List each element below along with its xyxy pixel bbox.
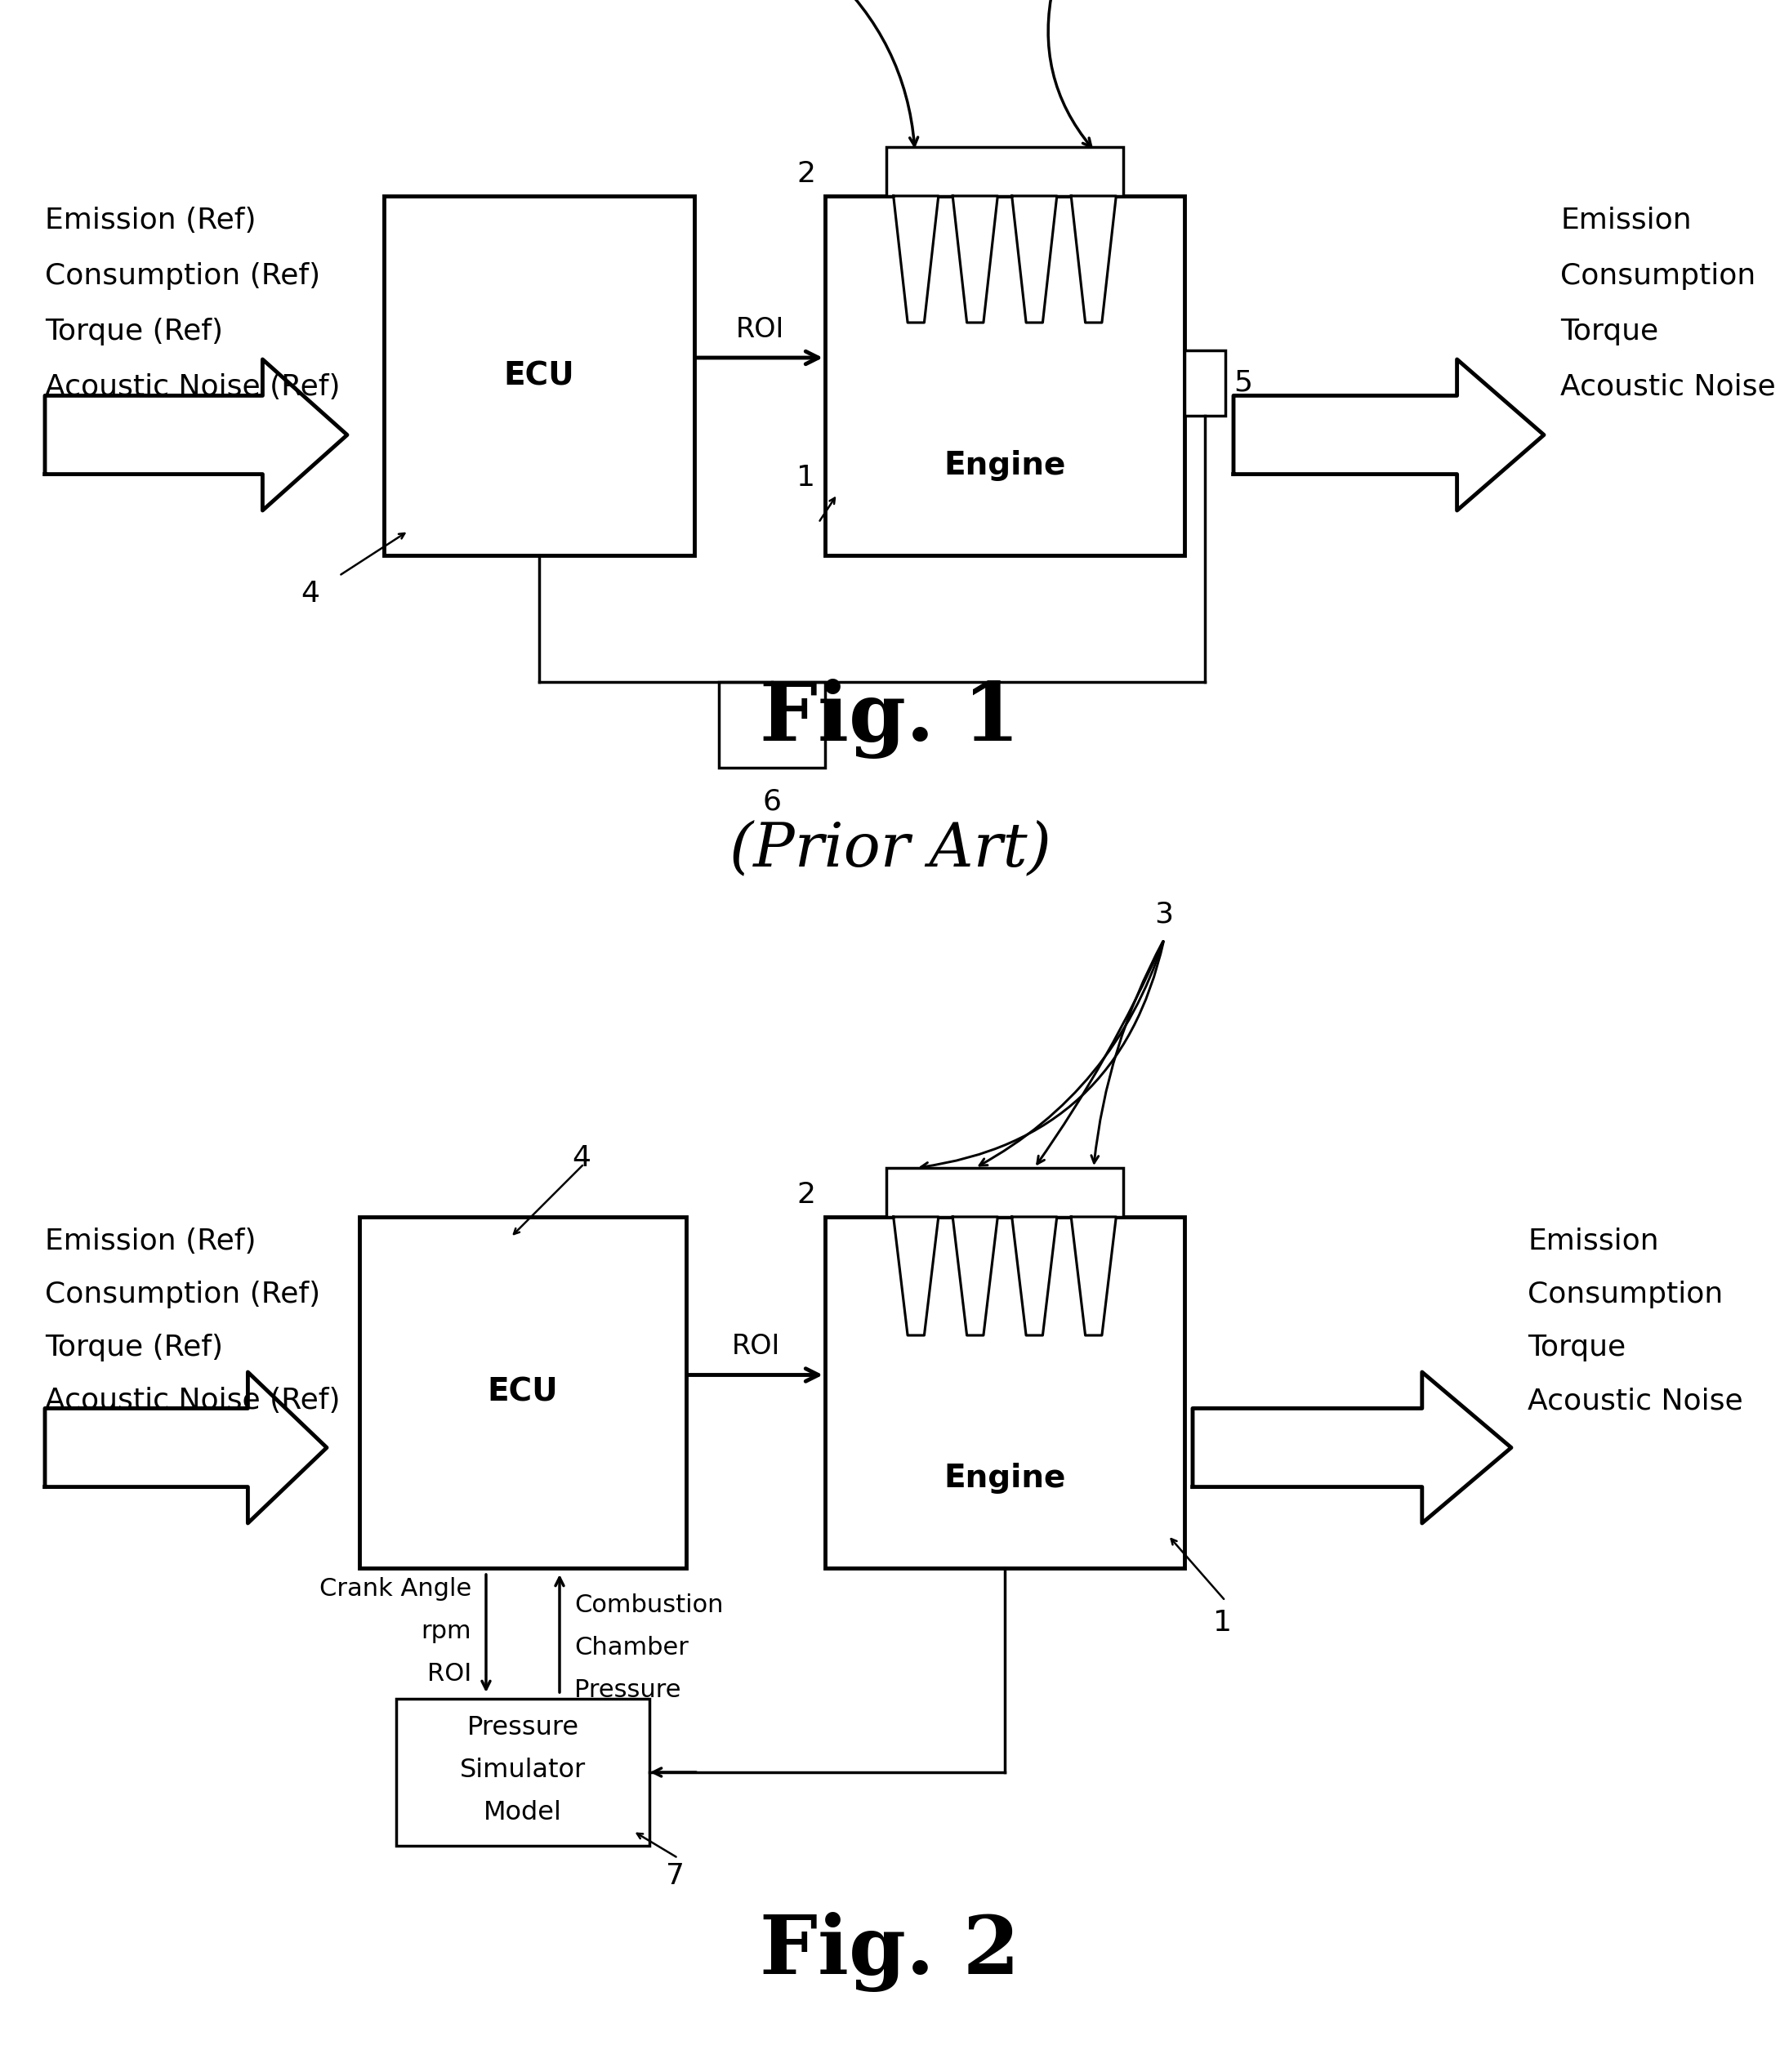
Bar [826,197,1184,555]
Polygon shape [1011,197,1057,323]
Polygon shape [44,1372,328,1523]
Polygon shape [1193,1372,1511,1523]
Text: 7: 7 [666,1863,685,1890]
Text: Acoustic Noise (Ref): Acoustic Noise (Ref) [44,373,340,402]
Text: Combustion: Combustion [575,1593,723,1616]
Polygon shape [894,197,938,323]
Text: 4: 4 [301,580,320,607]
Text: ECU: ECU [504,361,575,392]
Text: Pressure: Pressure [575,1678,682,1701]
Text: 3: 3 [1155,901,1173,928]
Text: Chamber: Chamber [575,1635,689,1660]
Bar [384,197,694,555]
Text: Consumption (Ref): Consumption (Ref) [44,1280,320,1307]
Text: Fig. 2: Fig. 2 [760,1912,1020,1991]
Polygon shape [1072,1216,1116,1334]
Text: rpm: rpm [422,1618,472,1643]
Text: Emission: Emission [1561,207,1691,234]
Text: Pressure: Pressure [466,1716,578,1740]
Text: Consumption (Ref): Consumption (Ref) [44,263,320,290]
Text: ROI: ROI [427,1662,472,1685]
Polygon shape [952,197,997,323]
Text: Emission: Emission [1527,1227,1659,1256]
Text: Consumption: Consumption [1561,263,1755,290]
Text: Fig. 1: Fig. 1 [760,680,1020,758]
Text: Model: Model [484,1801,562,1825]
Text: Crank Angle: Crank Angle [319,1577,472,1600]
Text: 6: 6 [762,787,781,816]
Text: ROI: ROI [732,1332,780,1359]
Text: Emission (Ref): Emission (Ref) [44,207,256,234]
Polygon shape [1072,197,1116,323]
Bar [360,1216,685,1569]
Polygon shape [1011,1216,1057,1334]
Bar [826,1216,1184,1569]
Bar [886,1169,1123,1216]
Polygon shape [1234,358,1543,510]
Text: Torque (Ref): Torque (Ref) [44,317,222,346]
Text: Simulator: Simulator [459,1757,586,1782]
Bar [886,147,1123,197]
Text: 1: 1 [1214,1610,1232,1637]
Polygon shape [44,358,347,510]
Bar [719,682,826,769]
Text: 5: 5 [1234,369,1253,396]
Text: Acoustic Noise: Acoustic Noise [1561,373,1776,402]
Text: Torque: Torque [1527,1334,1625,1361]
Text: Engine: Engine [943,450,1066,481]
Polygon shape [894,1216,938,1334]
Bar [1184,350,1225,416]
Text: ECU: ECU [488,1378,559,1409]
Text: 4: 4 [571,1144,591,1173]
Polygon shape [952,1216,997,1334]
Text: Acoustic Noise: Acoustic Noise [1527,1386,1743,1415]
Text: Torque (Ref): Torque (Ref) [44,1334,222,1361]
Text: (Prior Art): (Prior Art) [730,821,1050,879]
Text: ROI: ROI [735,317,783,344]
Text: Engine: Engine [943,1463,1066,1494]
Bar [397,1699,650,1846]
Text: 2: 2 [796,160,815,189]
Text: Torque: Torque [1561,317,1659,346]
Text: Acoustic Noise (Ref): Acoustic Noise (Ref) [44,1386,340,1415]
Text: Emission (Ref): Emission (Ref) [44,1227,256,1256]
Text: 1: 1 [796,464,815,491]
Text: 2: 2 [796,1181,815,1208]
Text: Consumption: Consumption [1527,1280,1723,1307]
